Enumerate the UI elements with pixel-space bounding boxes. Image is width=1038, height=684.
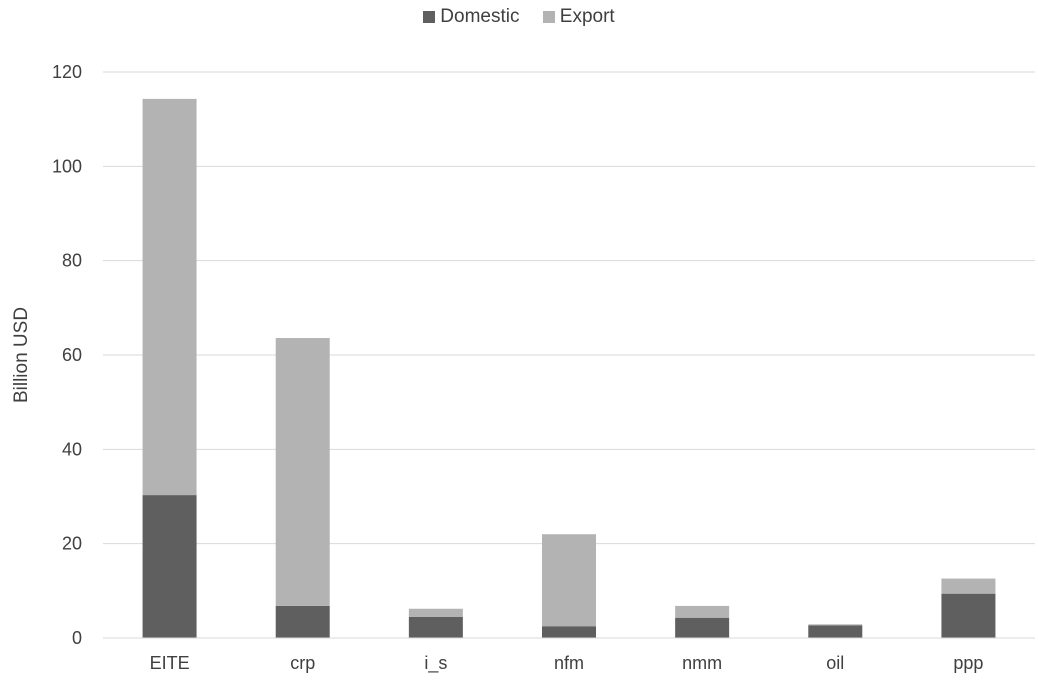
bar-domestic-ppp xyxy=(941,593,996,638)
bar-export-eite xyxy=(142,98,197,496)
legend-swatch-export xyxy=(542,11,555,23)
x-tick-label: i_s xyxy=(424,653,447,674)
bar-export-ppp xyxy=(941,578,996,594)
y-tick-label: 60 xyxy=(62,345,82,365)
legend-swatch-domestic xyxy=(423,11,436,23)
y-tick-label: 40 xyxy=(62,439,82,459)
bar-export-nfm xyxy=(542,534,596,627)
y-tick-label: 100 xyxy=(52,156,82,176)
bar-export-nmm xyxy=(675,605,730,618)
y-tick-label: 0 xyxy=(72,628,82,648)
bar-domestic-oil xyxy=(808,625,863,638)
legend-label-export: Export xyxy=(559,6,615,27)
bar-domestic-i_s xyxy=(408,616,463,638)
bar-domestic-crp xyxy=(275,605,330,638)
y-tick-label: 120 xyxy=(52,62,82,82)
y-axis-ticks: 0 20 40 60 80 100 120 xyxy=(52,62,82,648)
y-tick-label: 80 xyxy=(62,251,82,271)
x-tick-label: ppp xyxy=(953,653,983,673)
legend-item-domestic: Domestic xyxy=(423,6,519,28)
y-tick-label: 20 xyxy=(62,534,82,554)
legend-label-domestic: Domestic xyxy=(440,6,520,27)
gridlines xyxy=(103,71,1035,545)
x-tick-label: nmm xyxy=(682,653,722,673)
x-tick-label: crp xyxy=(290,653,315,673)
bar-domestic-eite xyxy=(142,495,197,638)
bar-export-oil xyxy=(808,624,863,626)
y-axis-title: Billion USD xyxy=(11,307,32,403)
legend-item-export: Export xyxy=(542,6,615,28)
legend: Domestic Export xyxy=(0,6,1038,29)
x-axis-ticks: EITE crp i_s nfm nmm oil ppp xyxy=(150,653,984,674)
bar-export-crp xyxy=(275,338,330,606)
bar-export-i_s xyxy=(408,608,463,617)
bars xyxy=(142,98,996,638)
bar-domestic-nmm xyxy=(675,617,730,638)
x-tick-label: EITE xyxy=(150,653,190,673)
bar-domestic-nfm xyxy=(542,626,596,638)
x-tick-label: oil xyxy=(826,653,844,673)
x-tick-label: nfm xyxy=(554,653,584,673)
